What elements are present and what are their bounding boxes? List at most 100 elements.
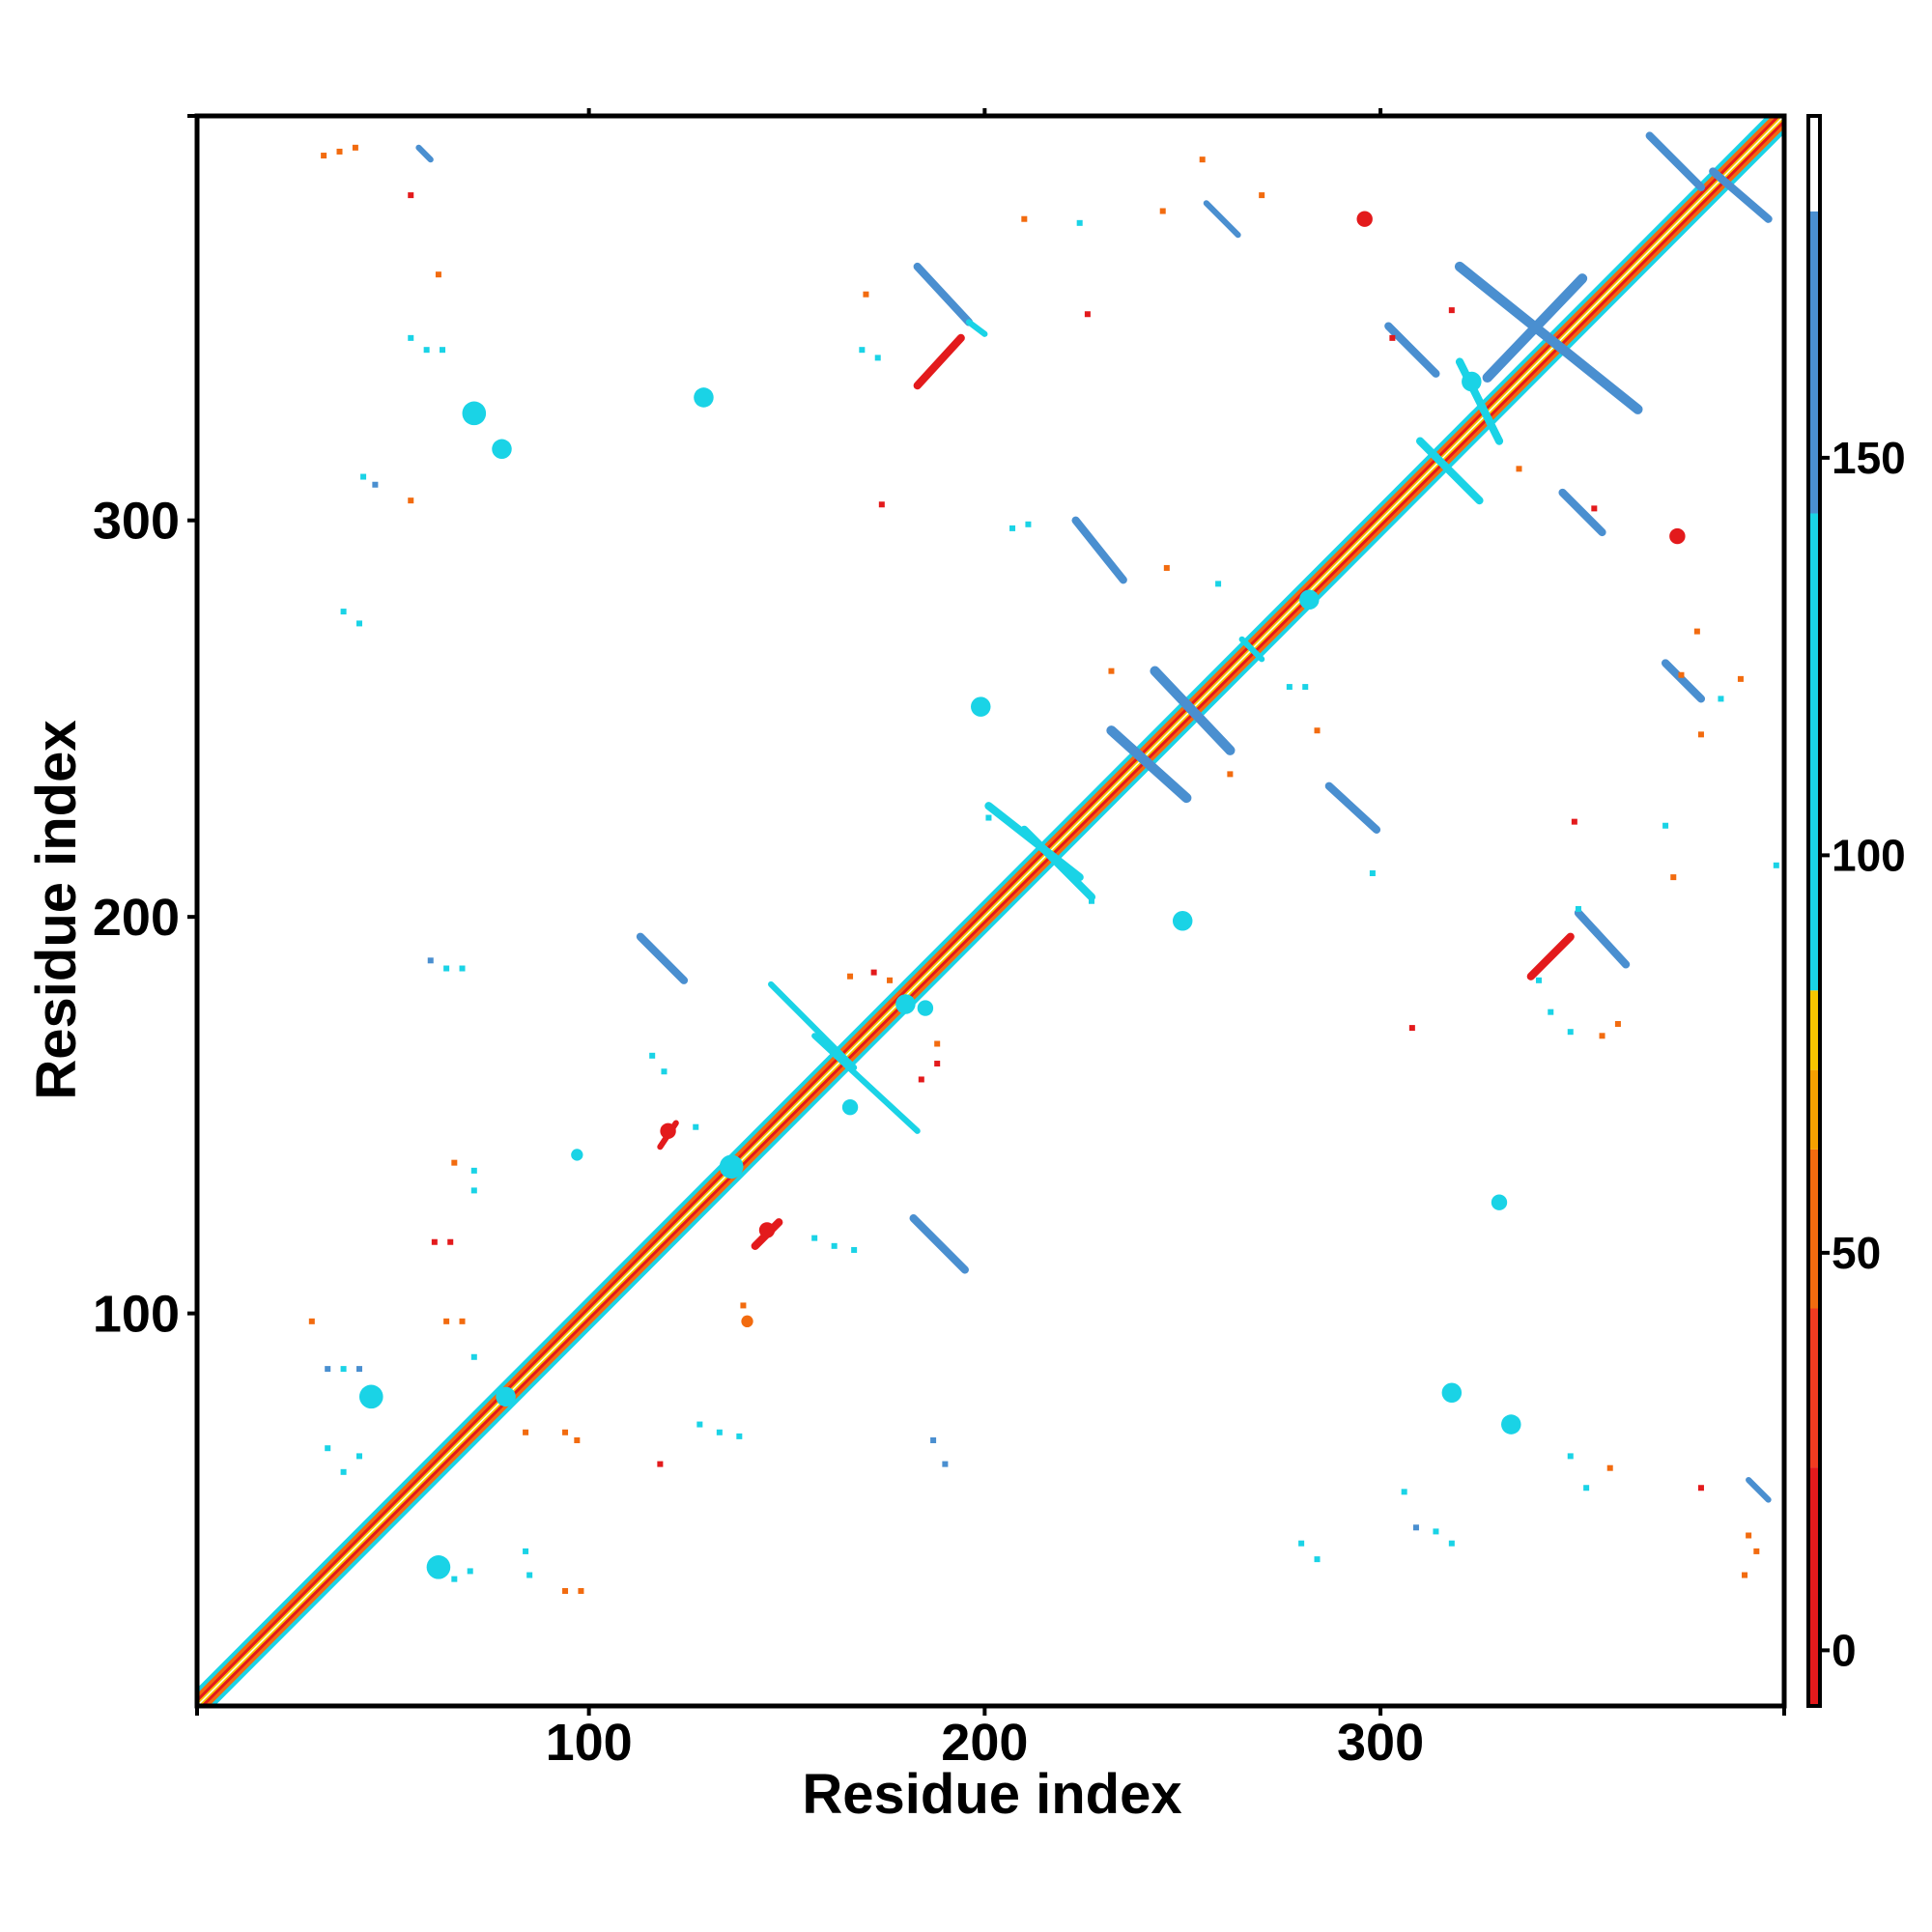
colorbar-band [1808, 1467, 1820, 1706]
contact-cell [1009, 525, 1016, 531]
contact-cell [321, 153, 327, 159]
contact-cell [1021, 215, 1028, 222]
contact-cell [1401, 1489, 1407, 1495]
contact-cell [811, 1235, 818, 1241]
contact-cell [1084, 311, 1091, 318]
plot-frame [194, 113, 1787, 1709]
contact-cell [716, 1429, 723, 1435]
contact-cell [435, 271, 441, 278]
y-axis-title: Residue index [25, 720, 88, 1099]
contact-cell [340, 1468, 347, 1475]
contact-segment [1415, 437, 1484, 505]
colorbar: 0 50 100 150 [1806, 114, 1906, 1708]
contact-cell [1314, 1556, 1321, 1563]
contact-cell [408, 334, 414, 341]
contact-blob [1441, 1382, 1463, 1403]
contact-cell [325, 1445, 331, 1452]
contact-blob [492, 439, 512, 460]
contact-cell [459, 1318, 466, 1324]
contact-cell [440, 347, 446, 354]
y-tick-label: 300 [93, 493, 180, 551]
contact-cell [918, 1076, 924, 1083]
colorbar-band [1808, 1069, 1820, 1150]
contact-cell [942, 1461, 949, 1467]
contact-cell [526, 1572, 533, 1578]
contact-blob [660, 1122, 676, 1140]
contact-cell [1773, 862, 1779, 868]
x-tick-label: 100 [546, 1714, 633, 1772]
contact-cell [408, 192, 414, 199]
contact-segment [1384, 322, 1440, 378]
contact-cell [1718, 696, 1724, 702]
contact-cell [874, 355, 881, 361]
contact-blob [741, 1315, 753, 1327]
contact-cell [1286, 684, 1293, 691]
contact-blob [1501, 1414, 1521, 1435]
x-tick-label: 200 [941, 1714, 1028, 1772]
contact-blob [694, 387, 714, 408]
contact-cell [661, 1068, 668, 1075]
contact-cell [870, 969, 877, 976]
contact-blob [426, 1555, 451, 1579]
contact-cell [1693, 628, 1700, 635]
contact-cell [831, 1242, 838, 1249]
contact-cell [696, 1421, 703, 1428]
contact-cell [1227, 771, 1234, 778]
contact-cell [423, 347, 430, 354]
contact-cell [355, 1366, 362, 1373]
contact-segment [965, 319, 988, 337]
contact-cell [1448, 1540, 1455, 1547]
contact-cell [1076, 219, 1083, 226]
contact-cell [1302, 684, 1309, 691]
contact-cell [523, 1429, 529, 1435]
contact-cell [985, 814, 992, 821]
colorbar-band [1808, 990, 1820, 1070]
contact-cell [1199, 156, 1206, 163]
contact-cell [887, 977, 894, 983]
contact-blob [571, 1149, 583, 1161]
contact-cell [1259, 192, 1265, 199]
contact-cell [1567, 1453, 1574, 1460]
contact-cell [847, 973, 854, 980]
contact-cell [1678, 671, 1685, 678]
contact-cell [1159, 208, 1166, 214]
contact-cell [355, 620, 362, 627]
contact-blob [1462, 371, 1482, 392]
colorbar-frame [1806, 114, 1822, 1708]
contact-cell [1737, 675, 1744, 682]
contact-cell [1369, 870, 1376, 877]
contact-cell [1298, 1540, 1305, 1547]
contact-cell [443, 965, 450, 972]
contact-segment [1709, 167, 1773, 223]
y-axis: 100 200 300 [93, 114, 197, 1344]
contact-cell [1163, 564, 1170, 571]
contact-cell [427, 957, 434, 964]
contact-blob [1172, 911, 1193, 931]
contact-cell [1408, 1025, 1415, 1032]
contact-cell [447, 1238, 454, 1245]
contact-cell [740, 1302, 747, 1309]
x-axis: 100 200 300 [195, 108, 1786, 1772]
contact-cell [1433, 1528, 1439, 1535]
contact-segment [1574, 908, 1631, 969]
contact-segment [1324, 781, 1381, 834]
x-axis-title: Residue index [802, 1763, 1181, 1826]
contact-cell [470, 1187, 477, 1194]
contact-cell [1108, 668, 1115, 674]
contact-segment [1020, 825, 1096, 901]
contact-segment [1645, 131, 1706, 191]
contact-cell [1088, 897, 1094, 904]
contact-blob [895, 994, 916, 1014]
contact-blob [1356, 211, 1373, 227]
contact-blob [496, 1386, 516, 1407]
contact-cell [1215, 581, 1222, 587]
contact-cell [340, 609, 347, 615]
contact-cell [1662, 822, 1669, 829]
contact-cell [578, 1587, 584, 1594]
contact-cell [340, 1366, 347, 1373]
contact-blob [1491, 1194, 1508, 1210]
contact-cell [934, 1040, 941, 1047]
contact-cell [1314, 727, 1321, 734]
